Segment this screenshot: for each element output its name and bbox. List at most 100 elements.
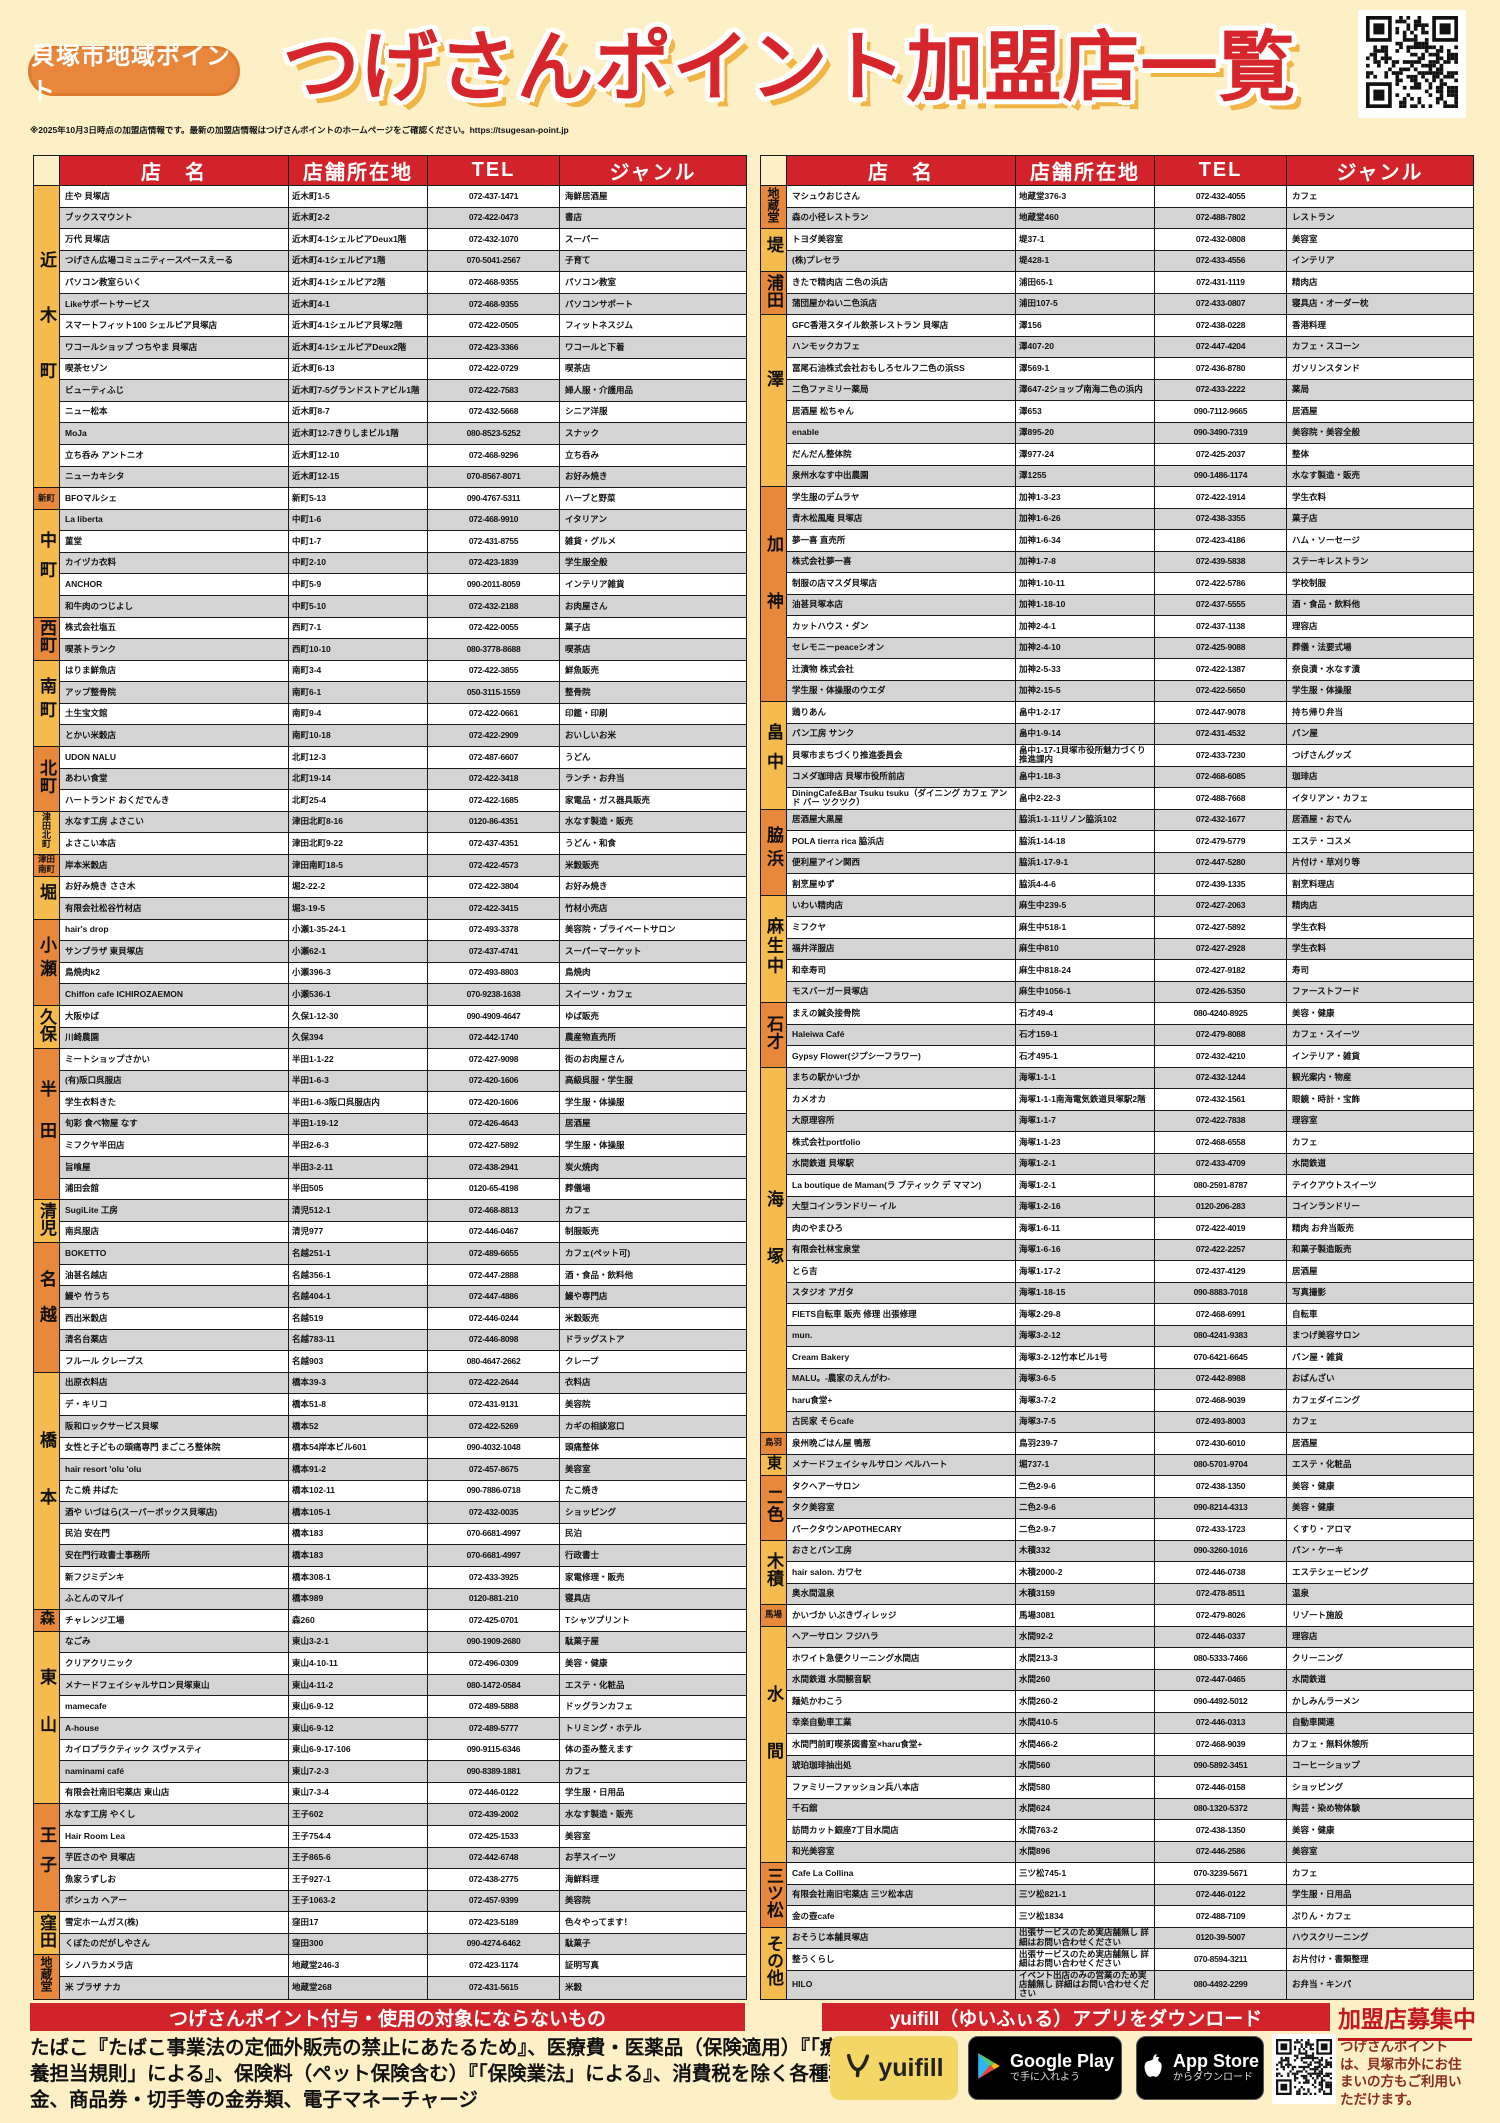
store-tel-cell: 072-423-5189 [427, 1911, 560, 1934]
store-name-cell: 学生服・体操服のウエダ [786, 679, 1016, 702]
store-addr-cell: 加神1-6-34 [1015, 529, 1155, 552]
store-addr-cell: 東山4-10-11 [288, 1652, 428, 1675]
store-tel-cell: 080-4240-8925 [1154, 1002, 1287, 1025]
store-row: ミフクヤ半田店 半田2-6-3 072-427-5892 学生服・体操服 [33, 1134, 747, 1158]
store-tel-cell: 090-2011-8059 [427, 573, 560, 596]
store-tel-cell: 072-422-5650 [1154, 679, 1287, 702]
store-addr-cell: 畠中2-22-3 [1015, 787, 1155, 810]
store-row: Likeサポートサービス 近木町4-1 072-468-9355 パソコンサポート [33, 292, 747, 316]
store-row: 蒲団屋かねい二色浜店 浦田107-5 072-433-0807 寝具店・オーダー枕 [760, 292, 1474, 315]
store-name-cell: naminami café [59, 1760, 289, 1783]
store-name-cell: 株式会社塩五 [59, 616, 289, 640]
store-name-cell: カイヅカ衣料 [59, 551, 289, 575]
store-tel-cell: 070-5041-2567 [427, 249, 560, 273]
store-addr-cell: 近木町4-1シェルピア2階 [288, 271, 428, 294]
store-tel-cell: 072-468-9355 [427, 292, 560, 316]
store-tel-cell: 072-447-5280 [1154, 851, 1287, 874]
store-tel-cell: 072-457-9399 [427, 1889, 560, 1913]
excluded-items-text: たばこ『たばこ事業法の定価外販売の禁止にあたるため』、医療費・医薬品（保険適用）… [30, 2037, 848, 2111]
store-row: hair resort 'olu 'olu 橋本91-2 072-457-8675 美… [33, 1458, 747, 1481]
store-genre-cell: ハウスクリーニング [1286, 1926, 1474, 1949]
store-row: ワコールショップ つちやま 貝塚店 近木町4-1シェルピアDeux2階 072-42… [33, 336, 747, 359]
store-addr-cell: 木積332 [1015, 1539, 1155, 1562]
store-genre-cell: 菓子店 [1286, 507, 1474, 530]
store-row: 中町 La liberta 中町1-6 072-468-9910 イタリアン [33, 508, 747, 618]
store-name-cell: 旬彩 食べ物屋 なす [59, 1112, 289, 1136]
store-name-cell: あわい食堂 [59, 767, 289, 791]
store-genre-cell: おいしいお米 [559, 724, 747, 748]
qr-code-small[interactable] [1272, 2034, 1336, 2104]
store-tel-cell: 072-427-9098 [427, 1048, 560, 1071]
store-name-cell: ビューティふじ [59, 379, 289, 402]
store-name-cell: とかい米穀店 [59, 724, 289, 748]
store-row: 川崎農園 久保394 072-442-1740 農産物直売所 [33, 1026, 747, 1050]
store-addr-cell: 近木町12-7きりしまビル1階 [288, 422, 428, 445]
store-genre-cell: 自転車 [1286, 1303, 1474, 1326]
store-tel-cell: 072-422-0473 [427, 206, 560, 230]
store-genre-cell: 美容院 [559, 1889, 747, 1913]
store-name-cell: Chiffon cafe ICHIROZAEMON [59, 983, 289, 1006]
store-genre-cell: 衣料店 [559, 1371, 747, 1395]
store-genre-cell: イタリアン・カフェ [1286, 787, 1474, 810]
store-addr-cell: 馬場3081 [1015, 1604, 1155, 1627]
store-genre-cell: エステ・化粧品 [559, 1673, 747, 1697]
region-label: 小瀬 [33, 918, 60, 1006]
region-label: 南町 [33, 659, 60, 748]
store-name-cell: UDON NALU [59, 746, 289, 769]
store-addr-cell: 北町25-4 [288, 789, 428, 812]
store-addr-cell: 北町12-3 [288, 746, 428, 769]
store-addr-cell: 畠中1-17-1貝塚市役所魅力づくり推進課内 [1015, 744, 1155, 767]
store-name-cell: 喫茶セゾン [59, 357, 289, 381]
store-genre-cell: お肉屋さん [559, 594, 747, 618]
qr-code[interactable] [1358, 10, 1466, 118]
store-genre-cell: 学生服・体操服 [1286, 679, 1474, 702]
subtitle-note[interactable]: ※2025年10月3日時点の加盟店情報です。最新の加盟店情報はつげさんポイントの… [30, 126, 569, 135]
app-store-badge[interactable]: App Store からダウンロード [1136, 2036, 1264, 2100]
store-name-cell: 土生宝文館 [59, 702, 289, 726]
store-table-left: 店 名店舗所在地 TEL ジャンル 近木町 庄や 貝塚店 近木町1-5 072-437-14… [33, 155, 747, 2000]
store-addr-cell: 東山4-11-2 [288, 1673, 428, 1697]
store-genre-cell: 整骨院 [559, 681, 747, 704]
store-addr-cell: 麻生中239-5 [1015, 894, 1155, 917]
store-name-cell: まちの駅かいづか [786, 1066, 1016, 1089]
store-genre-cell: ステーキレストラン [1286, 550, 1474, 573]
store-genre-cell: ガソリンスタンド [1286, 357, 1474, 380]
store-tel-cell: 090-8389-1881 [427, 1760, 560, 1783]
store-genre-cell: 民泊 [559, 1522, 747, 1546]
store-tel-cell: 072-446-0313 [1154, 1711, 1287, 1734]
region-label: 津田南町 [33, 853, 60, 877]
store-name-cell: 和牛肉のつじよし [59, 594, 289, 618]
store-tel-cell: 072-422-1387 [1154, 658, 1287, 681]
store-tel-cell: 0120-86-4351 [427, 810, 560, 834]
store-genre-cell: 婦人服・介護用品 [559, 379, 747, 402]
store-name-cell: 浦田会館 [59, 1177, 289, 1201]
google-play-badge[interactable]: Google Play で手に入れよう [968, 2036, 1122, 2100]
store-name-cell: 古民家 そらcafe [786, 1410, 1016, 1433]
store-name-cell: FIETS自転車 販売 修理 出張修理 [786, 1303, 1016, 1326]
store-genre-cell: うどん・和食 [559, 832, 747, 855]
store-row: コメダ珈琲店 貝塚市役所前店 畠中1-18-3 072-468-6085 珈琲店 [760, 765, 1474, 788]
store-addr-cell: 東山3-2-1 [288, 1630, 428, 1654]
store-name-cell: Likeサポートサービス [59, 292, 289, 316]
store-tel-cell: 072-433-2222 [1154, 378, 1287, 401]
store-row: 油甚名越店 名越356-1 072-447-2888 酒・食品・飲料他 [33, 1263, 747, 1287]
yuifill-logo[interactable]: yuifill [830, 2036, 958, 2100]
store-row: タク美容室 二色2-9-6 090-8214-4313 美容・健康 [760, 1496, 1474, 1519]
store-genre-cell: 酒・食品・飲料他 [559, 1263, 747, 1287]
store-genre-cell: 陶芸・染め物体験 [1286, 1797, 1474, 1820]
store-row: スタジオ アガタ 海塚1-18-15 090-8883-7018 写真撮影 [760, 1281, 1474, 1304]
store-genre-cell: 子育て [559, 249, 747, 273]
store-genre-cell: つげさんグッズ [1286, 744, 1474, 767]
store-tel-cell: 072-422-1685 [427, 789, 560, 812]
store-row: 鳥焼肉k2 小瀬396-3 072-493-8803 鳥焼肉 [33, 961, 747, 985]
store-row: 喫茶トランク 西町10-10 080-3778-8688 喫茶店 [33, 638, 747, 661]
store-addr-cell: 半田505 [288, 1177, 428, 1201]
store-tel-cell: 080-2591-8787 [1154, 1174, 1287, 1197]
store-row: 澤 GFC香港スタイル飲茶レストラン 貝塚店 澤156 072-438-0228 香港料… [760, 314, 1474, 487]
store-name-cell: 女性と子どもの頭痛専門 まごころ整体院 [59, 1436, 289, 1460]
store-tel-cell: 072-420-1606 [427, 1091, 560, 1114]
store-genre-cell: カフェ [1286, 185, 1474, 208]
store-tel-cell: 072-489-6655 [427, 1242, 560, 1265]
store-addr-cell: 小瀬396-3 [288, 961, 428, 985]
store-addr-cell: 王子927-1 [288, 1868, 428, 1891]
